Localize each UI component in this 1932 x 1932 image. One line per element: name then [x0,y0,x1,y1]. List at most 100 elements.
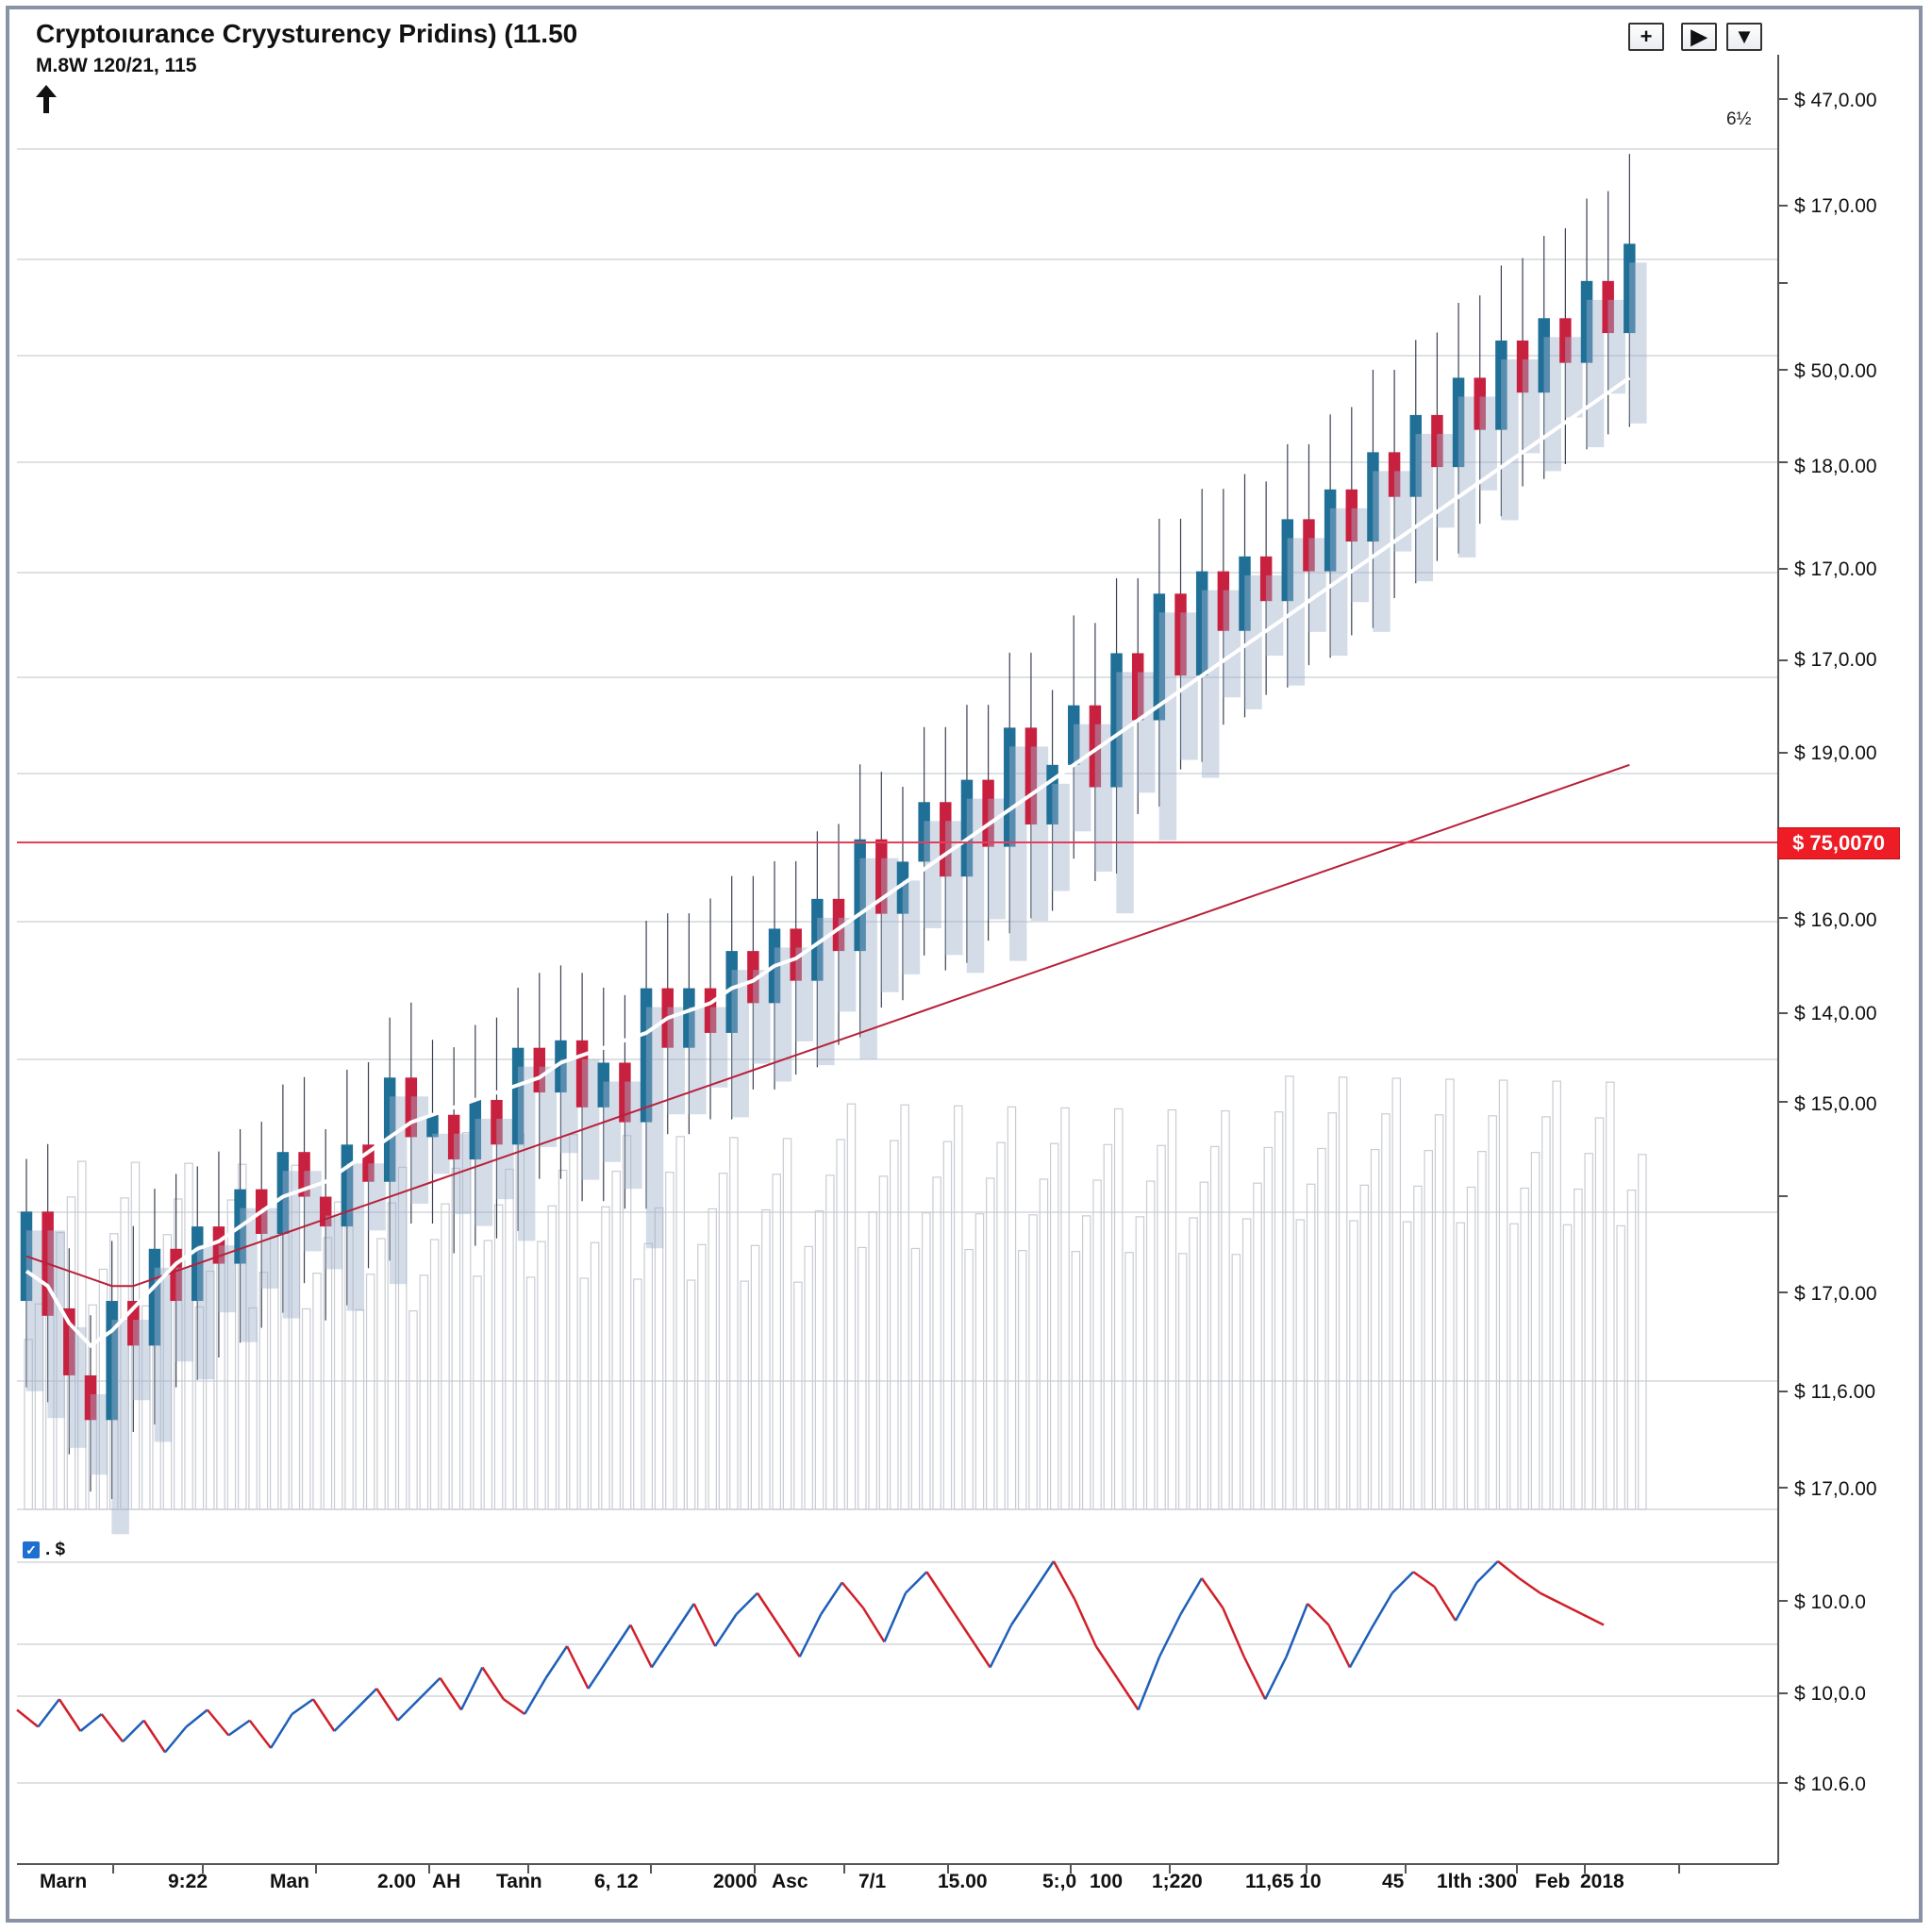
volume-bar [1477,1151,1487,1510]
volume-bar [654,1207,664,1510]
candle-shadow [1116,672,1134,914]
candle-up [854,839,866,952]
volume-bar [675,1136,685,1510]
legend[interactable]: ✓ . $ [23,1540,65,1560]
volume-bar [77,1160,87,1510]
candle-shadow [1009,746,1027,961]
volume-bar [1177,1253,1188,1510]
candle-down [1474,377,1486,430]
volume-bar [1424,1149,1434,1510]
candle-down [1516,340,1529,393]
indicator-segment [905,1571,928,1594]
volume-bar [590,1241,600,1510]
dropdown-button[interactable]: ▼ [1726,23,1762,51]
x-tick-label: 45 [1382,1871,1405,1892]
volume-bar [922,1212,931,1510]
checkbox-icon[interactable]: ✓ [23,1541,40,1558]
volume-bar [483,1240,493,1510]
indicator-segment [418,1676,441,1701]
volume-bar [441,1203,450,1510]
volume-bar [1402,1221,1412,1510]
indicator-segment [1052,1560,1076,1601]
candle-up [1004,727,1016,847]
indicator-segment [1137,1656,1161,1710]
x-tick-label: 2018 [1580,1871,1624,1892]
volume-bar [1338,1076,1348,1510]
up-arrow-icon[interactable] [34,83,58,115]
indicator-segment [1370,1592,1393,1630]
volume-bar [24,1339,33,1510]
candle-up [811,898,824,981]
volume-bar [1488,1115,1497,1510]
y-tick-label: $ 17,0.00 [1794,195,1877,217]
candle-up [1367,452,1379,542]
candle-down [1089,705,1102,788]
volume-bar [1135,1216,1145,1510]
candle-shadow [645,1007,664,1249]
indicator-segment [1264,1656,1288,1700]
indicator-segment [925,1571,949,1605]
volume-bar [473,1275,482,1510]
indicator-segment [1242,1656,1267,1700]
candle-down [447,1114,460,1160]
indicator-segment [1074,1598,1097,1647]
volume-bar [1189,1217,1198,1510]
y-tick-label: $ 15,0.00 [1794,1093,1877,1115]
indicator-tick-label: $ 10.6.0 [1794,1774,1866,1795]
candle-up [1580,280,1593,363]
indicator-segment [1582,1613,1605,1626]
candle-shadow [1074,724,1091,832]
volume-bar [1007,1106,1017,1510]
percent-label: 6½ [1726,109,1752,129]
candle-shadow [1543,337,1561,472]
candle-shadow [689,1007,707,1115]
volume-bar [793,1281,803,1510]
indicator-segment [1010,1592,1034,1626]
x-tick-label: 6, 12 [594,1871,639,1892]
candle-shadow [1351,508,1370,603]
y-tick-label: $ 17,0.00 [1794,558,1877,580]
candle-shadow [47,1230,65,1419]
candle-up [1538,318,1550,393]
indicator-segment [1307,1603,1330,1626]
indicator-segment [206,1708,230,1737]
candle-down [1303,519,1315,572]
indicator-segment [1222,1607,1245,1657]
candle-shadow [69,1326,87,1448]
indicator-segment [37,1698,60,1728]
candlestick-series [20,154,1647,1535]
indicator-segment [820,1581,843,1615]
indicator-segment [883,1592,908,1642]
volume-bar [387,1202,397,1510]
candle-shadow [817,917,835,1066]
candle-shadow [1308,538,1326,632]
volume-bar [601,1206,610,1510]
play-button[interactable]: ▶ [1681,23,1717,51]
volume-bar [1263,1146,1274,1510]
candle-down [982,779,994,847]
x-tick-label: Man [270,1871,309,1892]
zoom-in-button[interactable]: + [1628,23,1664,51]
volume-bar [1456,1222,1466,1510]
indicator-segment [122,1719,145,1743]
volume-bar [814,1209,824,1510]
volume-bar [1209,1145,1220,1510]
candle-shadow [667,1007,685,1115]
volume-bar [1028,1214,1038,1510]
volume-bar [1606,1081,1615,1510]
candle-shadow [389,1096,408,1285]
volume-bar [890,1140,899,1510]
candle-up [683,988,695,1048]
volume-bar [633,1278,642,1510]
candle-down [1131,653,1144,721]
candle-down [491,1099,503,1145]
volume-bar [333,1201,343,1510]
candle-shadow [581,1058,600,1180]
indicator-segment [1200,1577,1224,1609]
x-tick-label: 1;220 [1152,1871,1203,1892]
candle-shadow [90,1393,108,1475]
indicator-segment [672,1603,695,1637]
indicator-segment [270,1713,293,1749]
indicator-segment [1497,1560,1521,1579]
